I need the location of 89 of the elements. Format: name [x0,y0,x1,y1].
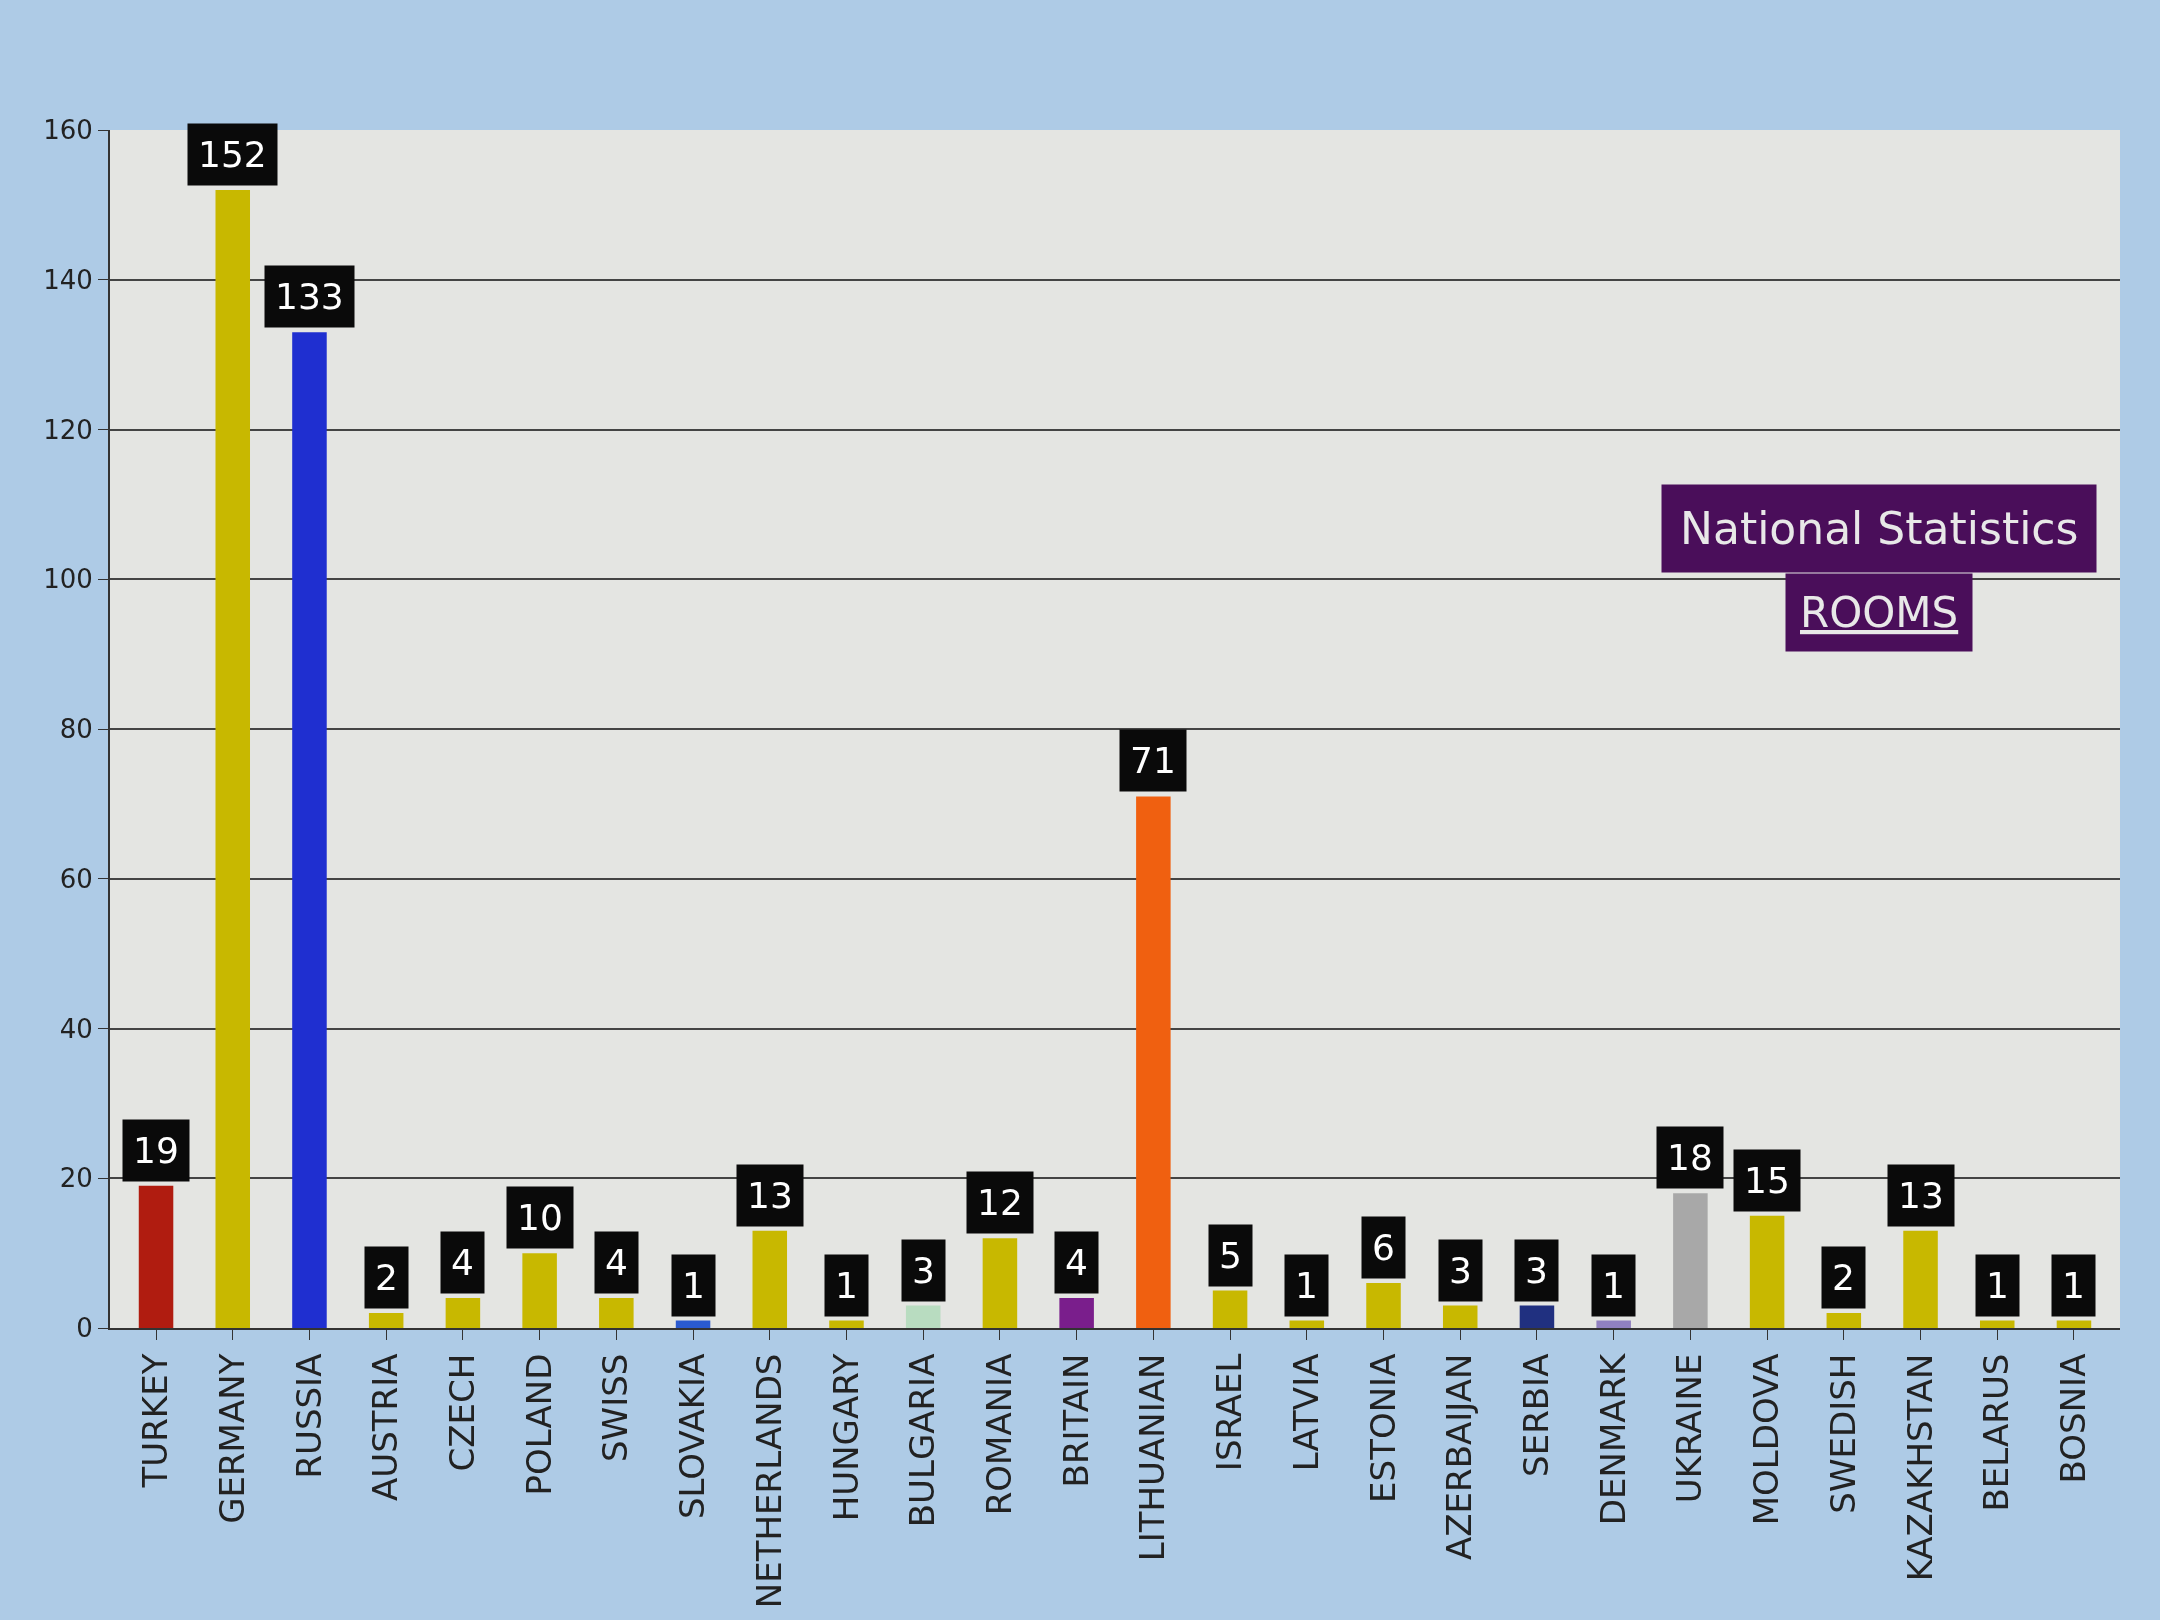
x-tick-label: SERBIA [1516,1353,1556,1477]
data-label: 4 [1065,1242,1088,1283]
x-tick-label: SLOVAKIA [672,1353,713,1520]
bar [522,1253,557,1328]
data-label: 1 [835,1265,858,1306]
x-tick-label: SWISS [595,1353,636,1463]
data-label: 1 [1986,1265,2009,1306]
bar [1289,1320,1325,1328]
bar [2056,1320,2092,1328]
data-label: 133 [275,276,344,317]
x-tick-label: BOSNIA [2053,1353,2094,1484]
x-tick-label: RUSSIA [288,1353,329,1479]
y-tick-label: 60 [59,863,93,894]
x-tick-label: SWEDISH [1822,1353,1863,1514]
bar [905,1305,941,1328]
bar [1136,796,1171,1328]
bar [292,332,327,1328]
data-label: 4 [451,1242,474,1283]
bar [1366,1283,1401,1328]
bar [675,1320,711,1328]
x-tick-label: DENMARK [1592,1351,1633,1526]
x-tick-label: UKRAINE [1669,1353,1710,1504]
data-label: 13 [1898,1175,1944,1216]
bar [1059,1298,1094,1328]
x-tick-label: CZECH [441,1353,482,1472]
bar [1979,1320,2015,1328]
data-label: 3 [912,1250,935,1291]
bar [1212,1290,1248,1328]
data-label: 2 [1832,1257,1855,1298]
bar [1903,1230,1938,1328]
data-label: 1 [682,1265,705,1306]
x-tick-label: KAZAKHSTAN [1899,1353,1940,1582]
y-tick-label: 100 [43,564,93,595]
x-tick-label: AUSTRIA [365,1353,406,1502]
x-tick-label: NETHERLANDS [748,1353,789,1609]
data-label: 19 [133,1130,179,1171]
x-tick-label: LATVIA [1285,1353,1326,1472]
y-tick-label: 20 [59,1163,93,1194]
data-label: 71 [1130,740,1176,781]
bar [445,1298,481,1328]
data-label: 5 [1219,1235,1242,1276]
bar [1673,1193,1708,1328]
bar [1596,1320,1631,1328]
data-label: 3 [1449,1250,1472,1291]
bar [138,1185,174,1328]
data-label: 6 [1372,1227,1395,1268]
data-label: 13 [747,1175,793,1216]
bar [368,1313,404,1328]
bar [1749,1215,1785,1328]
x-tick-label: AZERBAIJAN [1439,1353,1480,1560]
bar [752,1230,788,1328]
y-tick-label: 40 [59,1013,93,1044]
data-label: 1 [2062,1265,2085,1306]
data-label: 152 [198,134,267,175]
y-tick-label: 0 [76,1313,93,1344]
bar [599,1298,634,1328]
text: National Statistics [1680,503,2079,554]
x-tick-label: LITHUANIAN [1132,1353,1173,1562]
data-label: 3 [1525,1250,1548,1291]
y-tick-label: 140 [43,264,93,295]
x-tick-label: ROMANIA [978,1353,1019,1516]
data-label: 10 [517,1197,563,1238]
x-tick-label: GERMANY [211,1353,252,1524]
data-label: 1 [1602,1265,1625,1306]
bar [1442,1305,1478,1328]
x-tick-label: TURKEY [135,1353,176,1489]
y-tick-label: 120 [43,414,93,445]
x-tick-label: BELARUS [1976,1353,2017,1512]
x-tick-label: BRITAIN [1055,1353,1096,1488]
bar [829,1320,864,1328]
y-tick-label: 80 [59,714,93,745]
x-tick-label: HUNGARY [825,1353,866,1522]
data-label: 4 [605,1242,628,1283]
x-tick-label: MOLDOVA [1746,1353,1787,1526]
text: ROOMS [1800,588,1959,637]
data-label: 1 [1295,1265,1318,1306]
x-tick-label: ISRAEL [1209,1353,1250,1472]
y-tick-label: 160 [43,115,93,146]
data-label: 15 [1744,1160,1790,1201]
bar [215,189,251,1328]
x-tick-label: BULGARIA [902,1353,943,1528]
data-label: 18 [1667,1137,1713,1178]
bar [1519,1305,1555,1328]
bar [982,1238,1018,1328]
bar [1826,1313,1862,1328]
data-label: 2 [375,1257,398,1298]
data-label: 12 [977,1182,1023,1223]
x-tick-label: POLAND [518,1353,559,1496]
x-tick-label: ESTONIA [1362,1353,1403,1503]
